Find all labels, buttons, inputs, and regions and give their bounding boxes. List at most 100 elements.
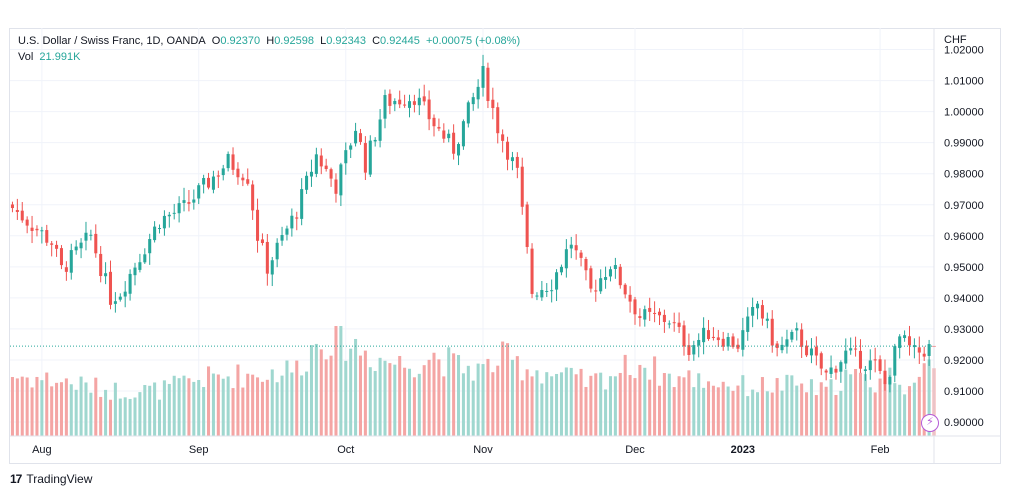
candle-body [594,290,598,292]
candle-body [398,99,402,105]
close-value: 0.92445 [380,35,420,47]
candle-body [153,226,157,241]
time-tick-label: Feb [871,444,890,456]
volume-bar [839,390,843,436]
price-axis[interactable]: 0.90000 0.91000 0.92000 0.93000 0.94000 0.950… [9,28,1001,464]
candle-body [148,239,152,254]
candle-body [182,200,186,203]
candle-body [746,316,750,332]
chart-frame [9,28,1001,464]
volume-bar [604,389,608,436]
volume-bar [662,373,666,436]
candle-body [383,95,387,119]
candle-body [466,102,470,124]
candle-body [481,66,485,88]
candle-body [104,273,108,277]
candle-body [15,209,19,213]
time-tick-label: Oct [337,444,354,456]
candle-body [329,169,333,179]
candle-body [295,217,299,219]
candle-body [319,155,323,167]
candle-body [99,253,103,277]
volume-bar [854,369,858,436]
volume-bar [559,372,563,436]
volume-bar [501,341,505,436]
volume-bar [922,363,926,436]
candle-body [863,369,867,371]
candle-body [280,235,284,241]
candle-body [128,273,132,294]
volume-bar [618,372,622,436]
candle-body [471,97,475,105]
volume-bar [775,378,779,436]
candle-body [202,178,206,185]
candle-body [486,67,490,102]
candle-body [569,244,573,249]
volume-bar [427,359,431,436]
candle-body [260,239,264,244]
volume-bars [10,326,936,436]
candle-body [677,322,681,327]
volume-bar [461,373,465,436]
candle-body [64,267,68,272]
candle-body [442,130,446,139]
volume-bar [403,367,407,436]
symbol-title[interactable]: U.S. Dollar / Swiss Franc, 1D, OANDA [18,35,206,47]
volume-bar [834,394,838,436]
volume-bar [711,385,715,436]
candle-body [530,248,534,294]
time-axis[interactable]: Aug Sep Oct Nov Dec 2023 Feb [32,444,889,456]
candle-body [167,214,171,217]
candle-body [207,177,211,188]
ohlc-legend: U.S. Dollar / Swiss Franc, 1D, OANDA O 0.… [18,35,520,47]
candle-body [540,289,544,298]
volume-bar [569,367,573,436]
candle-body [461,121,465,147]
candle-body [305,175,309,190]
candle-body [510,157,514,162]
volume-bar [746,396,750,436]
candle-body [574,245,578,251]
open-label: O [211,35,221,47]
candle-body [819,353,823,369]
volume-bar [785,374,789,436]
candle-body [584,259,588,271]
candle-body [706,330,711,340]
candle-body [506,141,510,160]
candle-body [265,241,269,274]
volume-bar [525,369,529,436]
volume-bar [751,389,755,436]
candle-body [903,335,907,339]
candle-body [172,212,176,214]
volume-bar [10,377,14,436]
candle-body [525,204,529,247]
volume-bar [741,375,745,436]
candle-body [927,344,931,356]
price-tick-label: 0.99000 [944,138,984,150]
candle-body [231,154,235,170]
volume-bar [672,387,676,436]
volume-bar [246,373,250,436]
close-label: C [372,35,381,47]
volume-bar [226,376,230,436]
volume-bar [599,372,603,436]
volume-bar [290,372,294,436]
candle-body [157,228,162,230]
candle-body [805,345,809,356]
candle-body [893,346,897,376]
volume-bar [280,375,284,436]
volume-bar [800,383,804,436]
volume-label[interactable]: Vol [18,51,34,63]
candle-body [417,97,421,106]
volume-bar [437,359,441,436]
volume-bar [157,399,162,436]
brand[interactable]: 17 TradingView [10,472,92,486]
volume-bar [550,376,554,436]
volume-bar [687,370,691,436]
candle-body [702,327,706,343]
volume-value: 21.991K [39,51,81,63]
candle-body [814,346,818,356]
candle-body [143,254,147,263]
replay-icon[interactable]: ⚡ [921,414,939,432]
